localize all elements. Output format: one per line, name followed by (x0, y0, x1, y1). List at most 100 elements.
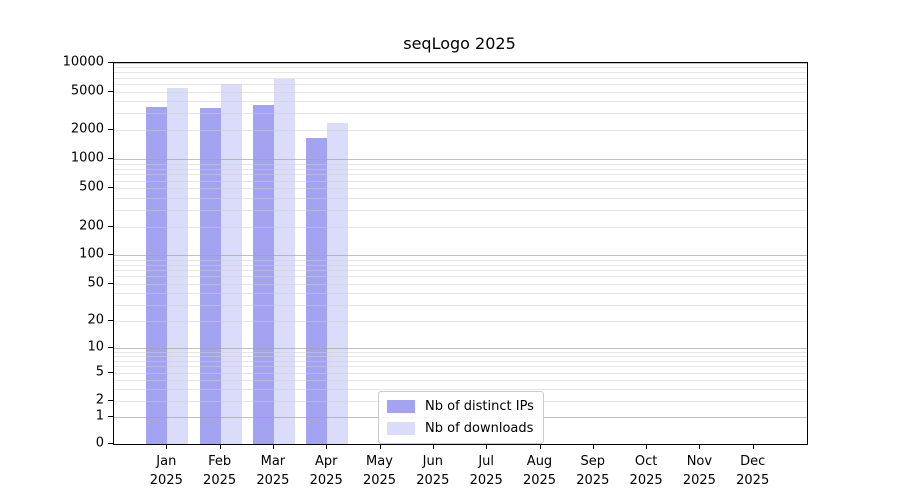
gridline-minor (114, 77, 807, 79)
x-tick-label: Feb 2025 (203, 454, 237, 488)
gridline-minor (114, 380, 807, 382)
gridline-minor (114, 276, 807, 278)
y-tick-mark (108, 319, 113, 321)
x-tick-mark (646, 444, 648, 449)
x-tick-label: Jun 2025 (416, 454, 450, 488)
x-tick-mark (486, 444, 488, 449)
x-tick-label: Sep 2025 (576, 454, 610, 488)
x-tick-label: Oct 2025 (629, 454, 663, 488)
gridline-minor (114, 113, 807, 115)
gridline-minor (114, 92, 807, 93)
gridline-minor (114, 180, 807, 182)
y-tick-mark (108, 399, 113, 401)
chart-title: seqLogo 2025 (403, 34, 516, 53)
gridline-minor (114, 292, 807, 294)
gridline-minor (114, 209, 807, 211)
gridline-minor (114, 320, 807, 322)
y-tick-label: 0 (95, 435, 104, 451)
gridline-minor (114, 67, 807, 69)
y-tick-mark (108, 254, 113, 256)
y-tick-label: 2000 (70, 121, 104, 137)
bar-distinct-ips (146, 106, 168, 444)
y-tick-label: 200 (79, 218, 104, 233)
gridline-minor (114, 283, 807, 285)
x-tick-mark (592, 444, 594, 449)
y-tick-label: 100 (79, 246, 104, 262)
gridline-minor (114, 360, 807, 362)
x-tick-label: Jul 2025 (469, 454, 503, 488)
bar-downloads (273, 78, 295, 444)
y-tick-mark (108, 371, 113, 373)
gridline-minor (114, 372, 807, 374)
bar-distinct-ips (306, 138, 328, 444)
gridline-minor (114, 389, 807, 391)
y-tick-mark (108, 443, 113, 444)
x-tick-label: Nov 2025 (682, 454, 716, 488)
y-tick-label: 2 (95, 392, 104, 408)
x-tick-label: May 2025 (362, 454, 397, 488)
gridline-minor (114, 168, 807, 170)
y-tick-label: 1 (95, 408, 104, 424)
x-tick-mark (699, 444, 701, 449)
downloads-swatch (387, 422, 415, 435)
gridline-minor (114, 304, 807, 306)
gridline-major (114, 63, 807, 64)
x-tick-label: Aug 2025 (522, 454, 557, 488)
x-tick-mark (166, 444, 168, 449)
gridline-minor (114, 174, 807, 176)
y-tick-mark (108, 346, 113, 348)
gridline-minor (114, 101, 807, 103)
y-tick-mark (108, 129, 113, 131)
bar-distinct-ips (252, 104, 274, 444)
gridline-minor (114, 351, 807, 353)
y-tick-mark (108, 225, 113, 227)
bar-distinct-ips (199, 107, 221, 444)
y-tick-mark (108, 416, 113, 418)
gridline-major (114, 347, 807, 349)
y-tick-label: 10 (87, 339, 104, 355)
gridline-minor (114, 163, 807, 165)
y-tick-label: 5 (95, 364, 104, 380)
x-tick-label: Apr 2025 (309, 454, 343, 488)
x-tick-mark (432, 444, 434, 449)
legend: Nb of distinct IPs Nb of downloads (378, 391, 544, 444)
bar-downloads (327, 122, 349, 444)
gridline-major (114, 159, 807, 161)
x-tick-mark (326, 444, 328, 449)
legend-row-distinct-ips: Nb of distinct IPs (387, 397, 534, 416)
distinct-ips-swatch (387, 400, 415, 413)
x-tick-mark (219, 444, 221, 449)
x-tick-mark (752, 444, 754, 449)
x-tick-label: Jan 2025 (149, 454, 183, 488)
gridline-minor (114, 366, 807, 368)
x-tick-mark (272, 444, 274, 449)
y-tick-label: 500 (79, 179, 104, 195)
distinct-ips-label: Nb of distinct IPs (425, 399, 534, 414)
y-tick-label: 20 (87, 312, 104, 328)
downloads-label: Nb of downloads (425, 421, 534, 436)
gridline-minor (114, 356, 807, 357)
gridline-minor (114, 188, 807, 190)
y-tick-mark (108, 282, 113, 284)
gridline-minor (114, 259, 807, 261)
gridline-minor (114, 72, 807, 74)
x-tick-label: Mar 2025 (256, 454, 290, 488)
gridline-minor (114, 270, 807, 271)
x-tick-mark (379, 444, 381, 449)
gridline-minor (114, 130, 807, 132)
gridline-minor (114, 226, 807, 228)
y-tick-mark (108, 187, 113, 189)
gridline-minor (114, 264, 807, 266)
x-tick-mark (539, 444, 541, 449)
y-tick-mark (108, 91, 113, 92)
y-tick-label: 5000 (70, 83, 104, 99)
y-tick-label: 10000 (62, 54, 104, 70)
y-tick-mark (108, 158, 113, 160)
y-tick-label: 50 (87, 275, 104, 291)
gridline-major (114, 255, 807, 257)
x-tick-label: Dec 2025 (736, 454, 770, 488)
gridline-minor (114, 84, 807, 86)
y-tick-label: 1000 (70, 150, 104, 166)
legend-row-downloads: Nb of downloads (387, 419, 534, 438)
